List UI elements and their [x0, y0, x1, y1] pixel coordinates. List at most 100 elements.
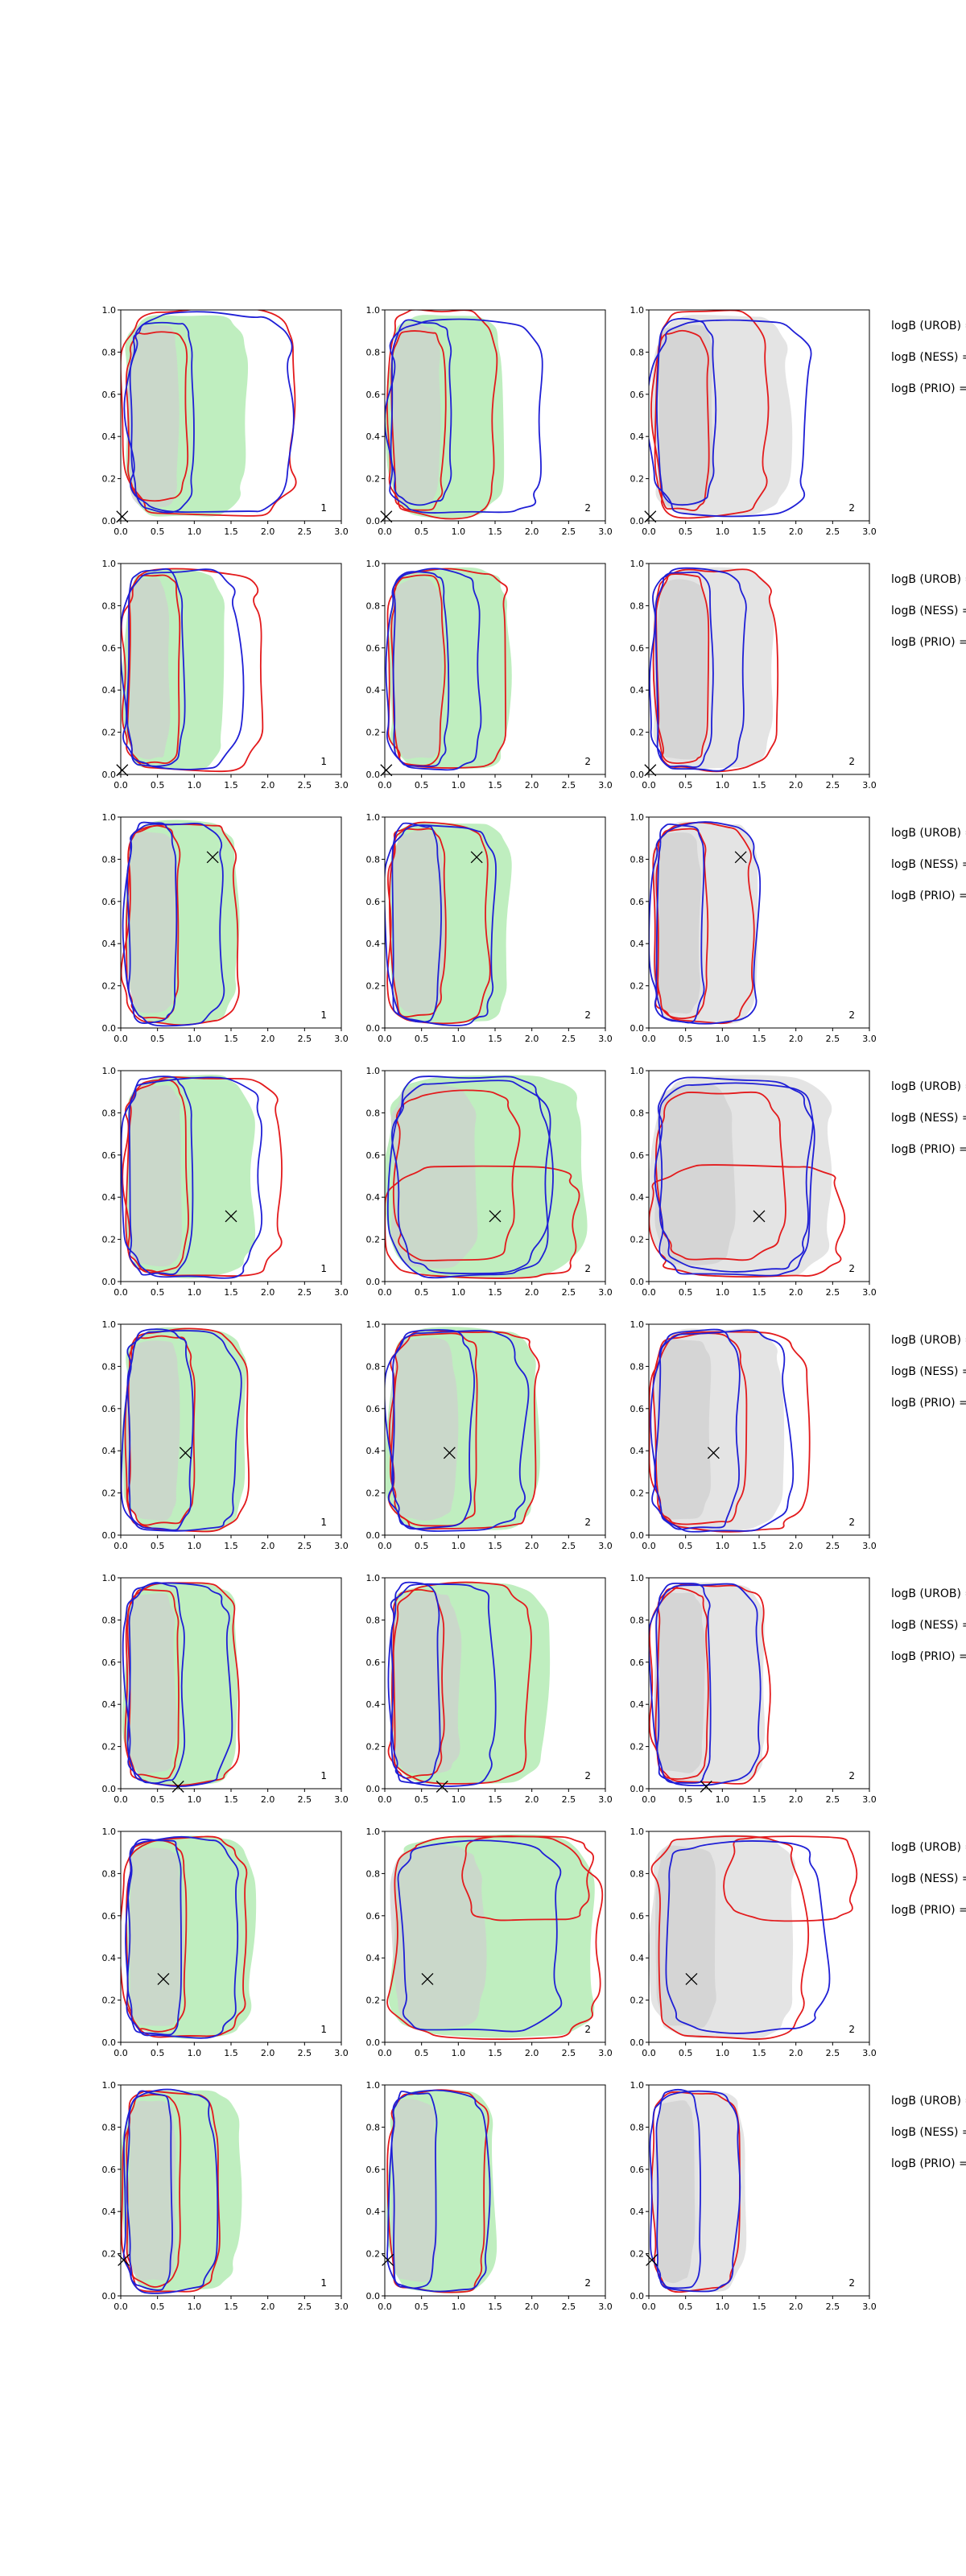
true-value-marker — [700, 1780, 712, 1793]
x-tick-label: 2.5 — [826, 1541, 840, 1551]
y-tick-label: 0.0 — [630, 1023, 645, 1034]
y-tick-label: 0.2 — [630, 981, 645, 992]
x-tick-label: 2.5 — [562, 2048, 576, 2058]
y-tick-label: 1.0 — [102, 305, 117, 316]
contour-blue — [390, 1581, 441, 1784]
panel-number: 2 — [584, 1263, 591, 1274]
true-value-marker — [644, 764, 657, 777]
contour-blue — [126, 1328, 194, 1531]
contour-red — [121, 568, 264, 773]
contour-blue — [387, 1583, 497, 1787]
x-tick-label: 3.0 — [862, 1034, 877, 1044]
y-tick-label: 0.4 — [102, 939, 117, 949]
x-tick-label: 0.0 — [114, 1794, 128, 1805]
x-tick-label: 2.0 — [525, 1541, 539, 1551]
y-tick-label: 0.8 — [102, 1615, 117, 1625]
contour-blue — [122, 823, 225, 1027]
contour-blue — [658, 1082, 814, 1273]
panel-r1-c3: 0.0 0.5 1.0 1.5 2.0 2.5 3.0 0.0 0.2 0.4 0.6 0.8 1.0 2 — [630, 305, 877, 537]
contour-blue — [385, 568, 482, 771]
contour-red — [386, 310, 498, 520]
y-tick-label: 1.0 — [630, 812, 645, 823]
x-tick-label: 0.5 — [415, 780, 429, 791]
x-tick-label: 0.0 — [378, 1794, 392, 1805]
panel-r2-c3: 0.0 0.5 1.0 1.5 2.0 2.5 3.0 0.0 0.2 0.4 0.6 0.8 1.0 2 — [630, 559, 877, 791]
y-tick-label: 0.2 — [102, 2249, 117, 2260]
contour-red — [652, 568, 779, 773]
y-tick-label: 0.0 — [102, 770, 117, 780]
y-tick-label: 1.0 — [630, 1827, 645, 1837]
panel-r8-c3: 0.0 0.5 1.0 1.5 2.0 2.5 3.0 0.0 0.2 0.4 0.6 0.8 1.0 2 — [630, 2080, 877, 2312]
y-tick-label: 0.8 — [102, 1868, 117, 1879]
true-value-marker — [382, 2254, 394, 2266]
x-tick-label: 1.0 — [716, 526, 730, 537]
true-value-marker — [644, 510, 657, 523]
contour-red — [650, 310, 770, 519]
panel-number: 1 — [320, 2277, 327, 2289]
y-tick-label: 0.0 — [102, 516, 117, 526]
panel-number: 2 — [848, 1770, 855, 1781]
true-value-marker — [734, 851, 747, 864]
true-value-marker — [118, 2254, 130, 2266]
x-tick-label: 3.0 — [598, 1794, 613, 1805]
y-tick-label: 0.6 — [102, 1657, 117, 1668]
y-tick-label: 0.2 — [366, 728, 381, 738]
x-tick-label: 0.0 — [642, 2301, 656, 2312]
y-tick-label: 0.2 — [102, 1742, 117, 1752]
x-tick-label: 3.0 — [862, 1794, 877, 1805]
x-tick-label: 2.0 — [789, 526, 803, 537]
density-core — [129, 1847, 184, 2026]
panel-r3-c3: 0.0 0.5 1.0 1.5 2.0 2.5 3.0 0.0 0.2 0.4 0.6 0.8 1.0 2 — [630, 812, 877, 1044]
y-tick-label: 0.2 — [630, 1742, 645, 1752]
density-core — [654, 1084, 736, 1265]
y-tick-label: 0.4 — [630, 431, 645, 442]
panel-r5-c1: 0.0 0.5 1.0 1.5 2.0 2.5 3.0 0.0 0.2 0.4 0.6 0.8 1.0 1 — [102, 1319, 349, 1551]
row-label: logB (NESS) = — [891, 1365, 966, 1378]
density-core — [391, 2099, 437, 2282]
contour-blue — [122, 2088, 219, 2294]
x-tick-label: 0.0 — [642, 2048, 656, 2058]
y-tick-label: 0.2 — [366, 1742, 381, 1752]
x-tick-label: 1.5 — [224, 1287, 238, 1298]
y-tick-label: 0.8 — [630, 347, 645, 357]
x-tick-label: 3.0 — [598, 2048, 613, 2058]
panel-number: 1 — [320, 1263, 327, 1274]
contour-red — [723, 1835, 858, 1922]
y-tick-label: 0.8 — [366, 1868, 381, 1879]
row-labels: logB (UROB) = logB (NESS) = logB (PRIO) = — [891, 1334, 966, 1410]
row-labels: logB (UROB) = logB (NESS) = logB (PRIO) = — [891, 2095, 966, 2170]
y-tick-label: 0.0 — [366, 1530, 381, 1541]
x-tick-label: 1.5 — [488, 2301, 502, 2312]
x-tick-label: 0.5 — [151, 780, 165, 791]
panel-r6-c2: 0.0 0.5 1.0 1.5 2.0 2.5 3.0 0.0 0.2 0.4 0.6 0.8 1.0 2 — [366, 1573, 613, 1805]
y-tick-label: 0.6 — [630, 897, 645, 907]
x-tick-label: 1.0 — [188, 1034, 202, 1044]
x-tick-label: 3.0 — [334, 526, 349, 537]
x-tick-label: 1.5 — [224, 1794, 238, 1805]
panel-number: 2 — [584, 1009, 591, 1021]
contour-blue — [656, 317, 717, 506]
panel-number: 2 — [848, 1517, 855, 1528]
y-tick-label: 0.4 — [630, 1192, 645, 1203]
y-tick-label: 0.0 — [366, 770, 381, 780]
y-tick-label: 0.6 — [630, 390, 645, 400]
y-tick-label: 1.0 — [630, 1573, 645, 1583]
x-tick-label: 0.0 — [642, 526, 656, 537]
x-tick-label: 0.0 — [642, 1287, 656, 1298]
y-tick-label: 0.6 — [366, 1150, 381, 1161]
panel-r1-c1: 0.0 0.5 1.0 1.5 2.0 2.5 3.0 0.0 0.2 0.4 0.6 0.8 1.0 1 — [102, 305, 349, 537]
x-tick-label: 1.0 — [716, 2048, 730, 2058]
y-tick-label: 0.0 — [366, 1023, 381, 1034]
x-tick-label: 1.5 — [488, 1287, 502, 1298]
contour-blue — [649, 319, 812, 518]
x-tick-label: 0.5 — [415, 2301, 429, 2312]
density-core — [654, 579, 708, 760]
true-value-marker — [171, 1780, 184, 1793]
y-tick-label: 0.6 — [630, 1911, 645, 1922]
y-tick-label: 1.0 — [102, 812, 117, 823]
x-tick-label: 2.0 — [789, 1034, 803, 1044]
x-tick-label: 1.5 — [488, 1794, 502, 1805]
y-tick-label: 0.0 — [630, 1277, 645, 1287]
x-tick-label: 2.5 — [826, 780, 840, 791]
contour-red — [124, 1582, 241, 1786]
